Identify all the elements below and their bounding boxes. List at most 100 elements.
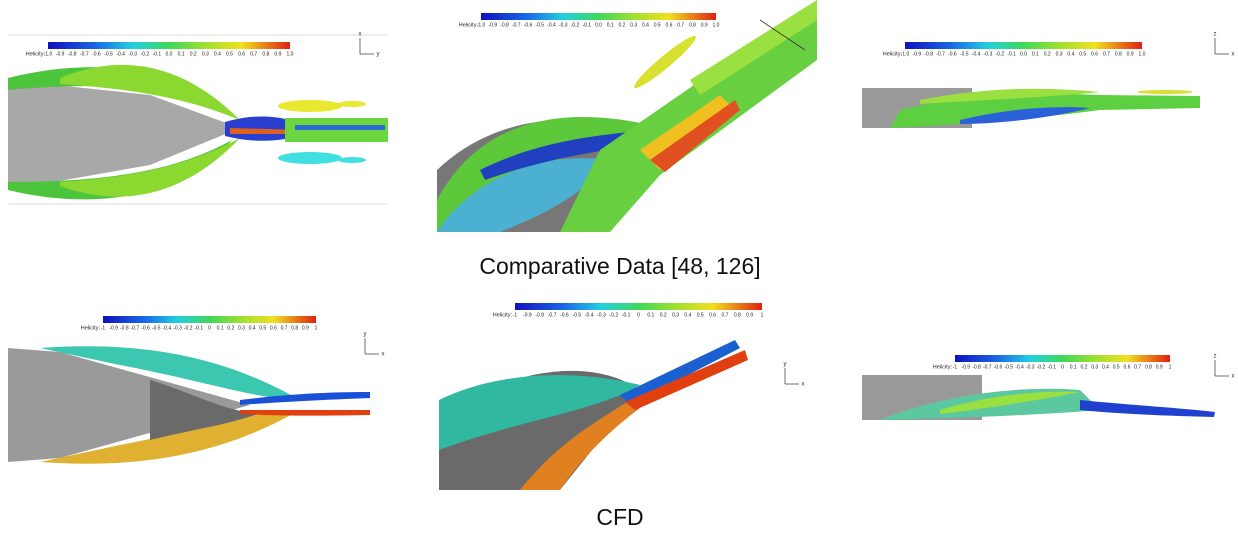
colorbar-tick-label: 0.4 <box>642 22 649 28</box>
colorbar-tick-label: 0.4 <box>249 325 256 331</box>
colorbar-tick-label: -0.6 <box>994 364 1003 370</box>
colorbar-tick-label: -0.6 <box>92 51 101 57</box>
colorbar-tick-label: 0.2 <box>1081 364 1088 370</box>
colorbar-tick-label: 0.9 <box>1127 51 1134 57</box>
colorbar-tick-label: -0.1 <box>195 325 204 331</box>
colorbar-tick-label: -0.8 <box>972 364 981 370</box>
colorbar-tick-label: 0.7 <box>677 22 684 28</box>
panel-image <box>862 35 1238 152</box>
colorbar <box>905 42 1142 49</box>
colorbar-tick-label: 0.9 <box>701 22 708 28</box>
colorbar-tick-label: 0.5 <box>654 22 661 28</box>
panel-image <box>8 34 388 205</box>
colorbar-tick-label: -1.0 <box>477 22 486 28</box>
colorbar-tick-label: -0.5 <box>1004 364 1013 370</box>
colorbar-tick-label: -0.5 <box>152 325 161 331</box>
colorbar-tick-label: 0.9 <box>274 51 281 57</box>
colorbar-tick-label: 0.8 <box>1145 364 1152 370</box>
axis-label: z <box>1214 354 1217 360</box>
colorbar-tick-label: -0.1 <box>153 51 162 57</box>
colorbar-tick-label: -0.9 <box>56 51 65 57</box>
colorbar-tick-label: -0.4 <box>1015 364 1024 370</box>
colorbar-tick-label: 0.1 <box>178 51 185 57</box>
colorbar-tick-label: -1.0 <box>901 51 910 57</box>
colorbar-tick-label: -0.4 <box>585 312 594 318</box>
colorbar-tick-label: 0.2 <box>619 22 626 28</box>
colorbar-tick-label: -0.1 <box>582 22 591 28</box>
colorbar-tick-label: 0.9 <box>302 325 309 331</box>
axis-label: x <box>1232 374 1235 380</box>
colorbar-tick-label: 0.6 <box>666 22 673 28</box>
colorbar-tick-label: -0.7 <box>80 51 89 57</box>
colorbar-tick-label: 0.7 <box>1134 364 1141 370</box>
colorbar-tick-label: 0.2 <box>227 325 234 331</box>
colorbar-tick-label: -0.3 <box>173 325 182 331</box>
colorbar-tick-label: -0.9 <box>109 325 118 331</box>
colorbar-tick-label: 0.0 <box>1020 51 1027 57</box>
colorbar-tick-label: 0.6 <box>1124 364 1131 370</box>
colorbar-label: Helicity: <box>459 22 479 28</box>
colorbar-tick-label: -0.5 <box>535 22 544 28</box>
colorbar-tick-label: 0 <box>1061 364 1064 370</box>
colorbar-tick-label: 0.6 <box>709 312 716 318</box>
colorbar-tick-label: -0.2 <box>571 22 580 28</box>
colorbar-tick-label: -1.0 <box>44 51 53 57</box>
colorbar-tick-label: -1 <box>101 325 106 331</box>
colorbar-tick-label: -0.2 <box>1037 364 1046 370</box>
axis-label: y <box>377 52 380 58</box>
panel-image <box>437 0 817 232</box>
colorbar-label: Helicity: <box>883 51 903 57</box>
axis-label: y <box>784 362 787 368</box>
colorbar-tick-label: 0.3 <box>630 22 637 28</box>
colorbar-tick-label: 0.5 <box>1113 364 1120 370</box>
colorbar-tick-label: 0.1 <box>217 325 224 331</box>
colorbar-tick-label: -0.8 <box>120 325 129 331</box>
colorbar-tick-label: -0.7 <box>131 325 140 331</box>
colorbar-tick-label: 0.9 <box>746 312 753 318</box>
colorbar-tick-label: -0.9 <box>913 51 922 57</box>
colorbar-tick-label: -0.5 <box>960 51 969 57</box>
panel-image <box>439 318 797 490</box>
colorbar-tick-label: -0.7 <box>548 312 557 318</box>
colorbar-tick-label: -0.6 <box>524 22 533 28</box>
colorbar-tick-label: 0.1 <box>1070 364 1077 370</box>
colorbar-tick-label: 0.5 <box>259 325 266 331</box>
colorbar-tick-label: 0.0 <box>595 22 602 28</box>
colorbar-tick-label: 0.5 <box>1079 51 1086 57</box>
colorbar-tick-label: -0.3 <box>1026 364 1035 370</box>
colorbar-label: Helicity: <box>26 51 46 57</box>
colorbar-tick-label: 0.8 <box>689 22 696 28</box>
colorbar-tick-label: 0.7 <box>281 325 288 331</box>
colorbar-tick-label: 0.7 <box>250 51 257 57</box>
colorbar-tick-label: 0.1 <box>607 22 614 28</box>
colorbar-tick-label: -0.4 <box>116 51 125 57</box>
axis-label: x <box>1232 52 1235 58</box>
colorbar-tick-label: -0.6 <box>141 325 150 331</box>
colorbar-tick-label: 0.9 <box>1156 364 1163 370</box>
colorbar-tick-label: -0.8 <box>500 22 509 28</box>
colorbar-label: Helicity: <box>933 364 953 370</box>
colorbar-tick-label: 0.6 <box>270 325 277 331</box>
colorbar-tick-label: -0.7 <box>936 51 945 57</box>
colorbar-tick-label: -0.2 <box>995 51 1004 57</box>
colorbar-tick-label: -0.9 <box>523 312 532 318</box>
caption: Comparative Data [48, 126] <box>479 253 760 279</box>
colorbar-tick-label: -0.3 <box>597 312 606 318</box>
colorbar-tick-label: -0.4 <box>547 22 556 28</box>
colorbar <box>481 13 716 20</box>
colorbar-tick-label: 0.1 <box>647 312 654 318</box>
colorbar-tick-label: 1.0 <box>713 22 720 28</box>
colorbar-tick-label: -0.3 <box>984 51 993 57</box>
colorbar-tick-label: 0.5 <box>697 312 704 318</box>
colorbar-tick-label: -0.8 <box>535 312 544 318</box>
colorbar-tick-label: -0.9 <box>961 364 970 370</box>
colorbar-tick-label: 0.4 <box>1102 364 1109 370</box>
axis-label: y <box>364 332 367 338</box>
colorbar-tick-label: -1 <box>513 312 518 318</box>
colorbar-tick-label: 0.3 <box>238 325 245 331</box>
colorbar-tick-label: 0.6 <box>238 51 245 57</box>
colorbar-tick-label: -0.3 <box>128 51 137 57</box>
colorbar-tick-label: 0 <box>208 325 211 331</box>
